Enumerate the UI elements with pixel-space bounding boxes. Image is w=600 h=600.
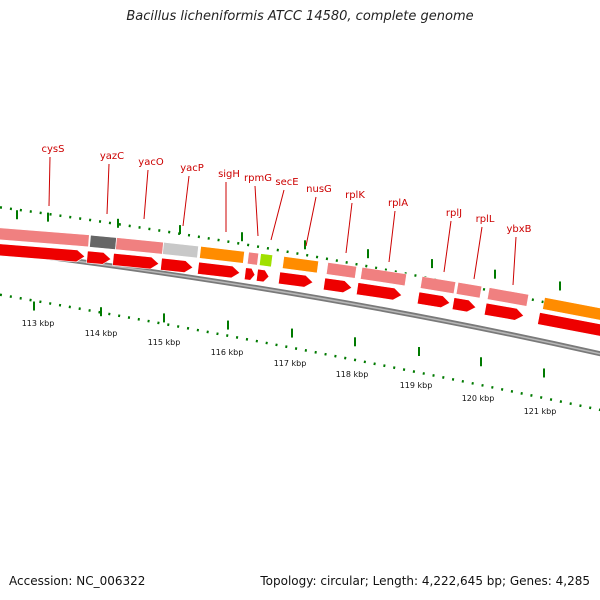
scale-label: 121 kbp (524, 407, 557, 416)
feature-box (246, 251, 260, 266)
cds-arrow (537, 312, 600, 338)
map-base (0, 206, 600, 412)
cds-arrow (483, 302, 525, 321)
feature-box (282, 256, 319, 274)
cds-arrow (356, 282, 403, 301)
cds-arrow (416, 291, 451, 308)
cds-arrow (160, 257, 194, 273)
label-leader-line (106, 163, 110, 215)
accession-text: Accession: NC_006322 (9, 574, 146, 588)
scale-label: 113 kbp (22, 319, 55, 328)
label-leader-line (512, 236, 517, 286)
label-leader-line (305, 196, 317, 247)
scale-label: 117 kbp (274, 359, 307, 368)
gene-label-rplJ: rplJ (446, 208, 462, 219)
feature-box (162, 241, 199, 259)
gene-labels: cysS yazC yacO yacP sigH rpmG secE nusG rplK rplA… (42, 144, 532, 235)
gene-label-rplA: rplA (388, 198, 408, 209)
gene-label-yacP: yacP (180, 163, 204, 174)
gene-label-rplK: rplK (345, 190, 365, 201)
gene-label-rplL: rplL (476, 214, 495, 225)
feature-box (0, 227, 90, 248)
cds-arrow (112, 252, 160, 270)
cds-arrow (243, 267, 256, 281)
feature-box (258, 253, 274, 268)
label-leader-line (345, 202, 353, 254)
backbone-highlight (0, 250, 600, 355)
feature-box (455, 281, 483, 299)
map-title: Bacillus licheniformis ATCC 14580, compl… (126, 9, 474, 24)
label-leader-line (270, 189, 285, 241)
feature-box (360, 266, 407, 287)
genome-summary-text: Topology: circular; Length: 4,222,645 bp… (260, 574, 590, 588)
gene-label-rpmG: rpmG (244, 173, 272, 184)
label-leaders (48, 156, 517, 286)
cds-arrow (322, 277, 353, 293)
scale-label: 118 kbp (336, 370, 369, 379)
cds-arrow (0, 243, 86, 263)
label-leader-line (443, 220, 452, 273)
label-leader-line (182, 175, 190, 227)
scale-label: 120 kbp (462, 394, 495, 403)
feature-box (419, 276, 457, 295)
scale-labels: 113 kbp 114 kbp 115 kbp 116 kbp 117 kbp 118 k… (22, 319, 557, 416)
label-leader-line (48, 156, 51, 207)
scale-label: 119 kbp (400, 381, 433, 390)
cds-arrow (451, 297, 477, 313)
scale-label: 116 kbp (211, 348, 244, 357)
gene-label-cysS: cysS (42, 144, 65, 155)
feature-box (325, 262, 358, 279)
feature-box (486, 287, 530, 307)
feature-box (542, 297, 600, 323)
feature-track-bottom (0, 243, 600, 338)
cds-arrow (86, 250, 112, 265)
gene-label-yacO: yacO (138, 157, 164, 168)
gene-label-ybxB: ybxB (506, 224, 531, 235)
cds-arrow (278, 271, 314, 288)
scale-label: 115 kbp (148, 338, 181, 347)
gene-label-nusG: nusG (306, 184, 332, 195)
label-leader-line (254, 185, 259, 237)
label-leader-line (388, 210, 396, 263)
feature-box (115, 237, 164, 255)
cds-arrow (197, 261, 241, 279)
label-leader-line (143, 169, 149, 220)
gene-label-sigH: sigH (218, 169, 240, 180)
label-leader-line (473, 226, 483, 280)
scale-label: 114 kbp (85, 329, 118, 338)
cds-arrow (255, 268, 270, 283)
major-ticks (16, 210, 561, 378)
gene-label-secE: secE (275, 177, 298, 188)
feature-box (199, 245, 245, 264)
feature-box (89, 234, 117, 250)
gene-label-yazC: yazC (100, 151, 124, 162)
feature-track-top (0, 227, 600, 323)
